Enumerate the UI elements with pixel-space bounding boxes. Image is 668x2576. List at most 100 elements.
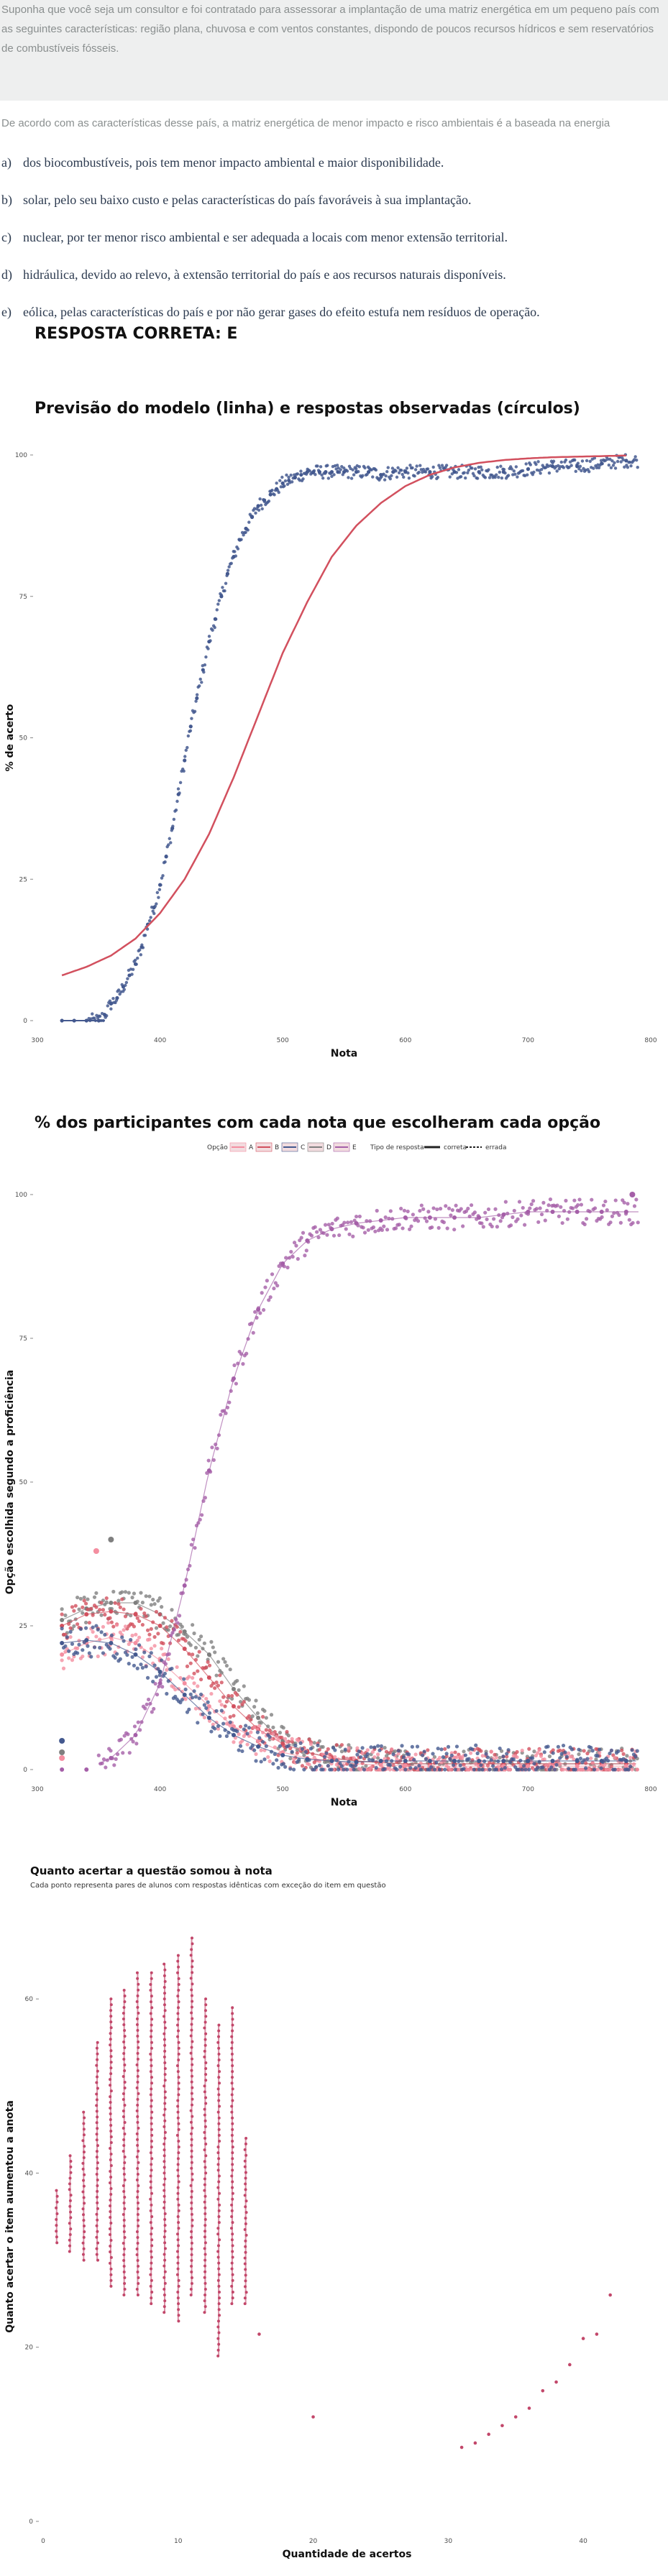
chart3-point <box>163 2218 167 2222</box>
chart2-point-option-e <box>452 1228 457 1232</box>
chart2-point-option-a <box>630 1767 634 1772</box>
chart3-point <box>217 2221 221 2225</box>
chart3-point <box>95 2253 99 2256</box>
chart3-point <box>55 2241 59 2245</box>
chart1-observed-point <box>479 465 482 469</box>
chart2-point-option-e <box>483 1210 488 1215</box>
chart2-point-option-b <box>527 1747 531 1751</box>
chart2-point-option-c <box>488 1767 492 1772</box>
chart3-point <box>163 2148 166 2152</box>
chart3-point <box>175 2232 179 2236</box>
chart3-point <box>122 2018 125 2021</box>
chart2-trend-option-d <box>61 1602 636 1765</box>
chart1-observed-point <box>383 478 387 482</box>
chart1-observed-point <box>190 717 193 720</box>
chart1-xtick-label: 300 <box>31 1037 43 1044</box>
chart1-observed-point <box>111 996 115 1000</box>
chart2-point-option-b <box>175 1624 179 1629</box>
chart2-outlier-point <box>93 1548 99 1554</box>
chart2-legend-label: B <box>275 1144 279 1151</box>
chart1-observed-point <box>145 927 150 931</box>
chart3-point <box>177 2076 180 2079</box>
chart2-point-option-c <box>338 1761 342 1766</box>
chart2-point-option-c <box>530 1756 535 1760</box>
chart1-observed-point <box>116 988 121 992</box>
chart3-point <box>123 2104 127 2107</box>
chart3-point <box>190 2069 193 2072</box>
chart3-point <box>96 2207 99 2210</box>
chart2-point-option-e <box>388 1209 393 1213</box>
chart2-point-option-e <box>375 1208 379 1213</box>
chart3-point <box>216 2110 220 2114</box>
chart1-observed-point <box>168 837 171 840</box>
chart2-point-option-c <box>437 1767 442 1772</box>
chart2-point-option-b <box>317 1747 321 1752</box>
chart3-point <box>203 2287 207 2291</box>
chart1-observed-point <box>588 459 592 464</box>
chart3-point <box>109 2158 112 2162</box>
chart3-point <box>163 2079 167 2082</box>
chart2-point-option-c <box>244 1724 248 1728</box>
chart2-point-option-a <box>211 1722 215 1726</box>
chart2-point-option-c <box>339 1764 344 1768</box>
chart3-point <box>163 2130 167 2134</box>
chart3-point <box>163 2253 166 2256</box>
chart2-point-option-c <box>206 1700 210 1704</box>
chart3-point <box>136 2069 139 2072</box>
chart2-point-option-c <box>432 1767 437 1772</box>
chart3-point <box>149 1982 152 1986</box>
chart3-point <box>95 2098 99 2102</box>
chart2-point-option-e <box>318 1228 323 1232</box>
chart2-point-option-c <box>561 1743 566 1748</box>
chart2-point-option-c <box>283 1765 288 1769</box>
chart1-observed-point <box>283 479 288 483</box>
chart1-observed-point <box>573 458 577 462</box>
chart1-observed-point <box>577 467 581 471</box>
chart1-observed-point <box>182 769 186 773</box>
chart3-point <box>82 2110 86 2114</box>
chart3-point <box>176 2006 180 2010</box>
question-context-box: Suponha que você seja um consultor e foi… <box>0 0 668 101</box>
chart1-observed-point <box>621 458 625 462</box>
chart2-point-option-d <box>262 1708 267 1714</box>
chart3-point <box>176 2267 180 2271</box>
chart1-observed-point <box>347 476 350 479</box>
chart2-point-option-a <box>249 1730 253 1734</box>
chart2-point-option-b <box>264 1728 268 1732</box>
chart2-point-option-b <box>188 1661 193 1665</box>
chart3-point <box>230 2302 234 2306</box>
chart2-legend-label: A <box>249 1144 254 1151</box>
chart3-point <box>122 2023 126 2027</box>
chart3-point <box>150 2140 153 2143</box>
chart3-point <box>218 2140 221 2143</box>
chart2-point-option-a <box>536 1751 540 1755</box>
chart3-point <box>137 2265 140 2268</box>
chart3-point <box>203 2311 206 2314</box>
chart1-observed-point <box>183 755 187 758</box>
chart3-point <box>122 2225 126 2228</box>
chart2-point-option-c <box>191 1696 195 1700</box>
chart3-point <box>244 2136 248 2140</box>
chart2-point-option-c <box>137 1643 142 1647</box>
chart2-point-option-c <box>255 1730 260 1734</box>
chart1-observed-point <box>450 472 454 476</box>
chart3-point <box>81 2253 85 2256</box>
chart1-observed-point <box>415 464 418 468</box>
chart2-point-option-e <box>557 1214 561 1218</box>
chart1-observed-point <box>397 471 401 474</box>
chart2-point-option-d <box>82 1595 86 1600</box>
chart2-point-option-a <box>193 1706 198 1711</box>
chart2-point-option-c <box>202 1703 206 1707</box>
chart3-point <box>136 2080 139 2084</box>
chart3-point <box>231 2232 234 2236</box>
chart1-observed-point <box>98 1014 102 1018</box>
chart1-observed-point <box>330 474 334 479</box>
chart3-point <box>96 2127 99 2130</box>
chart2-point-option-c <box>271 1762 275 1766</box>
chart2-point-option-e <box>424 1219 429 1223</box>
chart2-point-option-b <box>211 1681 215 1685</box>
chart1-observed-point <box>289 473 293 477</box>
chart3-point <box>216 2197 220 2201</box>
chart2-point-option-a <box>81 1654 85 1659</box>
